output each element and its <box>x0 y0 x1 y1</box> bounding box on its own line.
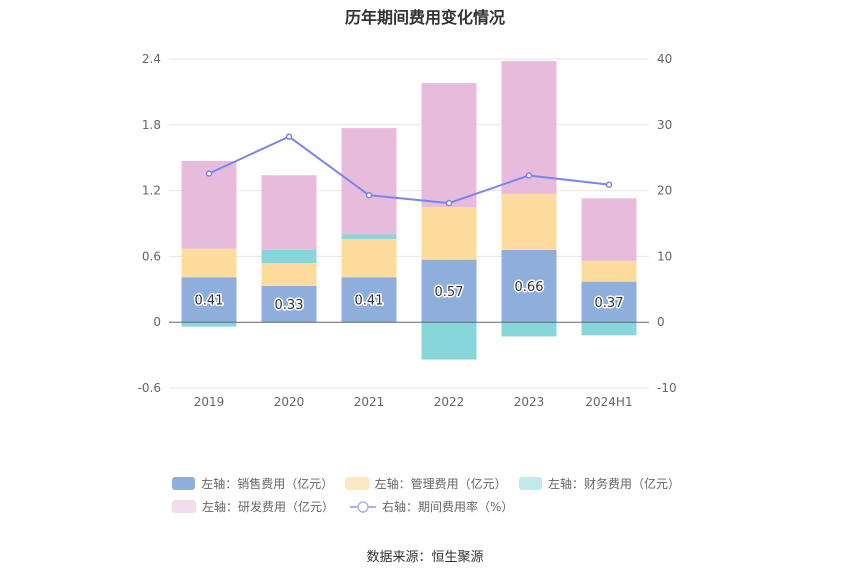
x-tick-label: 2023 <box>514 395 545 409</box>
bar-series1-2022 <box>421 207 477 260</box>
y-left-tick-label: -0.6 <box>138 381 161 395</box>
x-tick-label: 2019 <box>194 395 225 409</box>
chart-title: 历年期间费用变化情况 <box>344 8 505 27</box>
legend-label-sales: 左轴：销售费用（亿元） <box>201 477 334 491</box>
bar-series0-2024H1 <box>581 281 637 323</box>
bar-series1-2020 <box>261 262 317 287</box>
bar-value-label: 0.33 <box>275 298 304 313</box>
legend-swatch-finance <box>518 477 542 490</box>
legend-swatch-rnd <box>172 500 196 513</box>
legend-row-2: 左轴：研发费用（亿元） 右轴：期间费用率（%） <box>172 495 692 518</box>
bar-value-label: 0.57 <box>435 285 464 300</box>
axis-label-layer: -0.6 -10 0 0 0.6 10 1.2 20 1.8 30 2.4 40 2019 2020 202… <box>138 52 677 409</box>
line-layer <box>205 133 613 207</box>
grid-layer <box>169 58 649 389</box>
y-right-tick-label: -10 <box>657 381 677 395</box>
bar-series3-2020 <box>261 175 317 250</box>
bar-series1-2019 <box>181 248 237 278</box>
y-left-tick-label: 1.2 <box>142 184 161 198</box>
bar-series0-2019 <box>181 277 237 323</box>
bar-series2-2019 <box>181 322 237 327</box>
bar-series2-2021 <box>341 234 397 239</box>
bar-value-label: 0.37 <box>595 296 624 311</box>
legend-row-1: 左轴：销售费用（亿元） 左轴：管理费用（亿元） 左轴：财务费用（亿元） <box>172 472 692 495</box>
legend-item-expense-rate[interactable]: 右轴：期间费用率（%） <box>350 498 513 515</box>
legend-swatch-admin <box>345 477 369 490</box>
legend-label-admin: 左轴：管理费用（亿元） <box>374 477 507 491</box>
bar-series1-2021 <box>341 238 397 278</box>
bar-series1-2024H1 <box>581 260 637 282</box>
bar-series1-2023 <box>501 193 557 250</box>
bar-series3-2024H1 <box>581 198 637 261</box>
legend-item-admin[interactable]: 左轴：管理费用（亿元） <box>345 475 507 492</box>
legend-swatch-sales <box>172 477 196 490</box>
legend-item-rnd[interactable]: 左轴：研发费用（亿元） <box>172 498 334 515</box>
x-tick-label: 2024H1 <box>585 395 632 409</box>
legend-item-finance[interactable]: 左轴：财务费用（亿元） <box>518 475 680 492</box>
y-left-tick-label: 0.6 <box>142 249 161 263</box>
y-left-tick-label: 1.8 <box>142 118 161 132</box>
bar-series3-2023 <box>501 61 557 194</box>
x-tick-label: 2020 <box>274 395 305 409</box>
y-right-tick-label: 0 <box>657 315 665 329</box>
expense-rate-point <box>205 170 213 177</box>
bar-series0-2023 <box>501 249 557 323</box>
legend-line-icon <box>350 500 377 513</box>
bar-series2-2022 <box>421 322 477 360</box>
bar-series3-2022 <box>421 83 477 208</box>
x-tick-label: 2021 <box>354 395 385 409</box>
bar-series2-2024H1 <box>581 322 637 336</box>
bar-layer <box>181 61 637 360</box>
data-label-layer: 0.41 0.33 0.41 0.57 0.66 0.37 <box>193 279 625 315</box>
legend-label-finance: 左轴：财务费用（亿元） <box>547 477 680 491</box>
expense-rate-line <box>208 135 610 205</box>
y-left-tick-label: 0 <box>153 315 161 329</box>
legend: 左轴：销售费用（亿元） 左轴：管理费用（亿元） 左轴：财务费用（亿元） 左轴：研… <box>172 472 692 518</box>
y-right-tick-label: 20 <box>657 184 672 198</box>
expense-rate-point <box>365 191 373 199</box>
y-right-tick-label: 30 <box>657 118 672 132</box>
expense-rate-point <box>285 133 293 140</box>
expense-rate-point <box>445 199 453 207</box>
bar-series2-2020 <box>261 249 317 263</box>
bar-series0-2021 <box>341 277 397 323</box>
legend-label-rnd: 左轴：研发费用（亿元） <box>202 500 335 514</box>
expense-rate-point <box>605 181 613 188</box>
source-note: 数据来源：恒生聚源 <box>366 550 484 565</box>
legend-item-sales[interactable]: 左轴：销售费用（亿元） <box>172 475 334 492</box>
expense-rate-point <box>525 172 533 179</box>
x-tick-label: 2022 <box>434 395 465 409</box>
bar-series2-2023 <box>501 322 557 337</box>
chart-plot: 0.41 0.33 0.41 0.57 0.66 0.37 -0.6 -10 0 0 0.6 10 1… <box>138 52 677 409</box>
bar-series0-2022 <box>421 259 477 323</box>
bar-value-label: 0.41 <box>195 294 224 309</box>
legend-label-expense-rate: 右轴：期间费用率（%） <box>382 500 514 514</box>
bar-value-label: 0.66 <box>515 280 544 295</box>
y-left-tick-label: 2.4 <box>142 52 161 66</box>
y-right-tick-label: 10 <box>657 249 672 263</box>
bar-value-label: 0.41 <box>355 294 384 309</box>
bar-series0-2020 <box>261 286 317 323</box>
y-right-tick-label: 40 <box>657 52 672 66</box>
